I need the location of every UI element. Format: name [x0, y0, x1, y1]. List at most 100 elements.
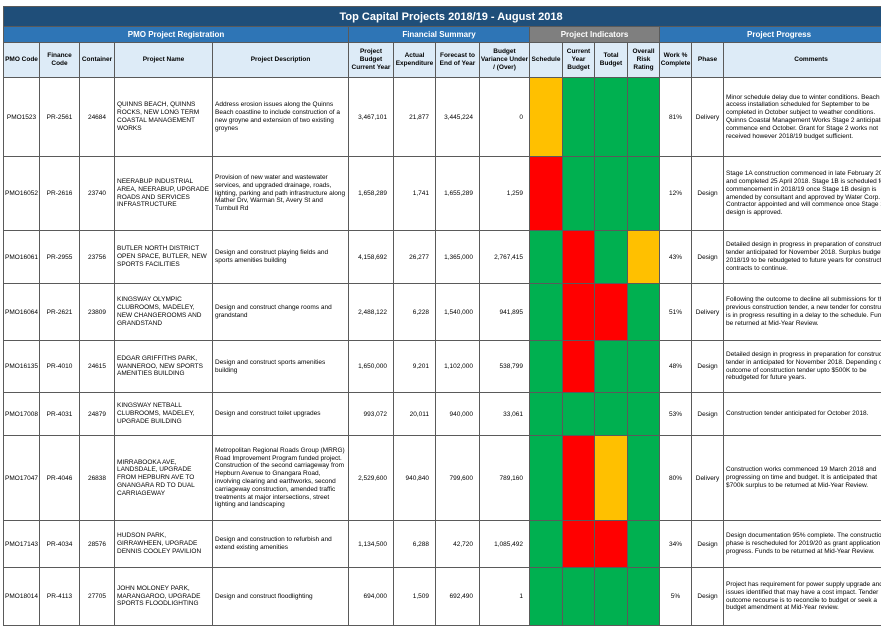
section-progress: Project Progress — [658, 26, 881, 43]
overall-risk-indicator — [627, 156, 660, 231]
header-forecast: Forecast to End of Year — [435, 42, 480, 78]
schedule-indicator — [529, 520, 563, 568]
budget-variance-cell: 1,085,492 — [479, 520, 530, 568]
work-complete-cell: 48% — [659, 340, 692, 393]
actual-expenditure-cell: 6,228 — [393, 283, 436, 341]
current-year-budget-indicator — [562, 283, 595, 341]
pmo-code-cell: PMO17143 — [3, 520, 40, 568]
section-financial: Financial Summary — [348, 26, 530, 43]
forecast-cell: 799,600 — [435, 435, 480, 521]
total-budget-indicator — [594, 77, 628, 157]
header-project-description: Project Description — [212, 42, 349, 78]
budget-variance-cell: 941,895 — [479, 283, 530, 341]
header-phase: Phase — [691, 42, 724, 78]
work-complete-cell: 81% — [659, 77, 692, 157]
project-budget-cell: 2,488,122 — [348, 283, 394, 341]
current-year-budget-indicator — [562, 230, 595, 284]
finance-code-cell: PR-2561 — [39, 77, 80, 157]
phase-cell: Design — [691, 392, 724, 436]
header-container: Container — [79, 42, 115, 78]
budget-variance-cell: 1,259 — [479, 156, 530, 231]
finance-code-cell: PR-4031 — [39, 392, 80, 436]
container-cell: 23740 — [79, 156, 115, 231]
phase-cell: Delivery — [691, 77, 724, 157]
container-cell: 27705 — [79, 567, 115, 626]
finance-code-cell: PR-2616 — [39, 156, 80, 231]
project-description-cell: Provision of new water and wastewater se… — [212, 156, 349, 231]
schedule-indicator — [529, 283, 563, 341]
finance-code-cell: PR-2621 — [39, 283, 80, 341]
project-budget-cell: 993,072 — [348, 392, 394, 436]
finance-code-cell: PR-4113 — [39, 567, 80, 626]
phase-cell: Delivery — [691, 435, 724, 521]
forecast-cell: 1,540,000 — [435, 283, 480, 341]
total-budget-indicator — [594, 520, 628, 568]
pmo-code-cell: PMO16135 — [3, 340, 40, 393]
total-budget-indicator — [594, 156, 628, 231]
phase-cell: Delivery — [691, 283, 724, 341]
project-name-cell: MIRRABOOKA AVE, LANDSDALE, UPGRADE FROM … — [114, 435, 213, 521]
current-year-budget-indicator — [562, 435, 595, 521]
project-description-cell: Design and construct playing fields and … — [212, 230, 349, 284]
container-cell: 28576 — [79, 520, 115, 568]
total-budget-indicator — [594, 567, 628, 626]
pmo-code-cell: PMO17008 — [3, 392, 40, 436]
project-budget-cell: 4,158,692 — [348, 230, 394, 284]
table-row: PMO16052 PR-2616 23740 NEERABUP INDUSTRIAL … — [3, 156, 881, 231]
projects-table: Top Capital Projects 2018/19 - August 20… — [2, 6, 881, 626]
comments-cell: Detailed design in progress in preparati… — [722, 230, 881, 284]
work-complete-cell: 43% — [659, 230, 692, 284]
report-title: Top Capital Projects 2018/19 - August 20… — [2, 6, 881, 27]
header-finance-code: Finance Code — [39, 42, 80, 78]
overall-risk-indicator — [627, 283, 660, 341]
header-budget-variance: Budget Variance Under / (Over) — [479, 42, 530, 78]
table-row: PMO16064 PR-2621 23809 KINGSWAY OLYMPIC CLU… — [3, 283, 881, 341]
total-budget-indicator — [594, 283, 628, 341]
overall-risk-indicator — [627, 392, 660, 436]
header-project-name: Project Name — [114, 42, 213, 78]
container-cell: 23809 — [79, 283, 115, 341]
phase-cell: Design — [691, 520, 724, 568]
total-budget-indicator — [594, 340, 628, 393]
comments-cell: Project has requirement for power supply… — [722, 567, 881, 626]
table-row: PMO16061 PR-2955 23756 BUTLER NORTH DISTRIC… — [3, 230, 881, 284]
overall-risk-indicator — [627, 435, 660, 521]
header-total-budget: Total Budget — [594, 42, 628, 78]
pmo-code-cell: PMO17047 — [3, 435, 40, 521]
current-year-budget-indicator — [562, 156, 595, 231]
header-schedule: Schedule — [529, 42, 563, 78]
phase-cell: Design — [691, 567, 724, 626]
overall-risk-indicator — [627, 340, 660, 393]
current-year-budget-indicator — [562, 340, 595, 393]
comments-cell: Construction tender anticipated for Octo… — [722, 392, 881, 436]
work-complete-cell: 12% — [659, 156, 692, 231]
comments-cell: Stage 1A construction commenced in late … — [722, 156, 881, 231]
forecast-cell: 1,655,289 — [435, 156, 480, 231]
project-name-cell: KINGSWAY OLYMPIC CLUBROOMS, MADELEY, NEW… — [114, 283, 213, 341]
pmo-code-cell: PMO1523 — [3, 77, 40, 157]
project-description-cell: Metropolitan Regional Roads Group (MRRG)… — [212, 435, 349, 521]
table-row: PMO1523 PR-2561 24684 QUINNS BEACH, QUINNS … — [3, 77, 881, 157]
finance-code-cell: PR-2955 — [39, 230, 80, 284]
actual-expenditure-cell: 940,840 — [393, 435, 436, 521]
total-budget-indicator — [594, 435, 628, 521]
project-description-cell: Design and construct toilet upgrades — [212, 392, 349, 436]
forecast-cell: 1,365,000 — [435, 230, 480, 284]
section-indicators: Project Indicators — [529, 26, 660, 43]
project-name-cell: BUTLER NORTH DISTRICT OPEN SPACE, BUTLER… — [114, 230, 213, 284]
current-year-budget-indicator — [562, 520, 595, 568]
schedule-indicator — [529, 435, 563, 521]
project-description-cell: Design and construct floodlighting — [212, 567, 349, 626]
project-budget-cell: 1,650,000 — [348, 340, 394, 393]
schedule-indicator — [529, 340, 563, 393]
table-row: PMO18014 PR-4113 27705 JOHN MOLONEY PARK, M… — [3, 567, 881, 626]
schedule-indicator — [529, 230, 563, 284]
table-row: PMO16135 PR-4010 24615 EDGAR GRIFFITHS PARK… — [3, 340, 881, 393]
header-project-budget: Project Budget Current Year — [348, 42, 394, 78]
container-cell: 26838 — [79, 435, 115, 521]
actual-expenditure-cell: 20,011 — [393, 392, 436, 436]
project-name-cell: JOHN MOLONEY PARK, MARANGAROO, UPGRADE S… — [114, 567, 213, 626]
project-name-cell: KINGSWAY NETBALL CLUBROOMS, MADELEY, UPG… — [114, 392, 213, 436]
header-pmo-code: PMO Code — [3, 42, 40, 78]
budget-variance-cell: 2,767,415 — [479, 230, 530, 284]
